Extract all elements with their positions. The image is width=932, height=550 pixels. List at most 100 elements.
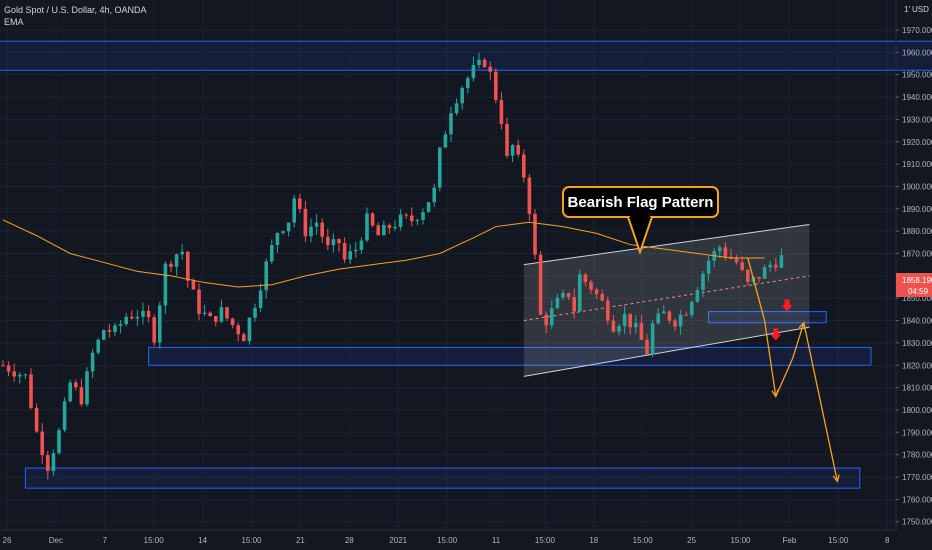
current-price-tag: 1858.190 04:59 <box>896 273 932 297</box>
candle-body <box>639 322 644 340</box>
price-tick-label: 1850.000 <box>902 294 932 303</box>
candle-body <box>214 316 218 322</box>
candle-body <box>309 226 313 237</box>
candle-body <box>594 289 599 294</box>
candle-body <box>645 339 649 355</box>
price-tick-label: 1960.000 <box>902 48 932 57</box>
time-tick-label: 28 <box>345 536 354 545</box>
bar-countdown: 04:59 <box>908 287 929 296</box>
candle-body <box>723 247 728 257</box>
callout-pointer <box>627 216 653 256</box>
candle-body <box>650 323 655 355</box>
candle-body <box>370 213 375 226</box>
candle-body <box>113 325 117 332</box>
candle-body <box>130 316 134 319</box>
candle-body <box>236 325 240 335</box>
candle-body <box>314 222 319 227</box>
time-tick-label: 15:00 <box>241 536 262 545</box>
projection-path <box>747 257 840 483</box>
candle-body <box>421 212 425 220</box>
candle-body <box>102 330 106 340</box>
candle-body <box>550 308 554 326</box>
candle-body <box>135 316 140 319</box>
candle-body <box>57 429 61 454</box>
candle-body <box>746 269 750 282</box>
candle-body <box>46 455 50 471</box>
time-tick-label: 8 <box>885 536 890 545</box>
candle-body <box>443 134 448 148</box>
candle-body <box>494 71 498 101</box>
candle-body <box>466 78 470 88</box>
candle-body <box>415 219 420 222</box>
currency-prefix: 1' <box>904 5 910 14</box>
time-tick-label: 15:00 <box>828 536 849 545</box>
price-tick-label: 1840.000 <box>902 317 932 326</box>
candle-body <box>96 339 100 353</box>
candle-body <box>471 65 476 79</box>
candle-body <box>337 239 341 244</box>
price-tick-label: 1890.000 <box>902 205 932 214</box>
candle-body <box>186 251 190 281</box>
candle-body <box>533 213 537 255</box>
candle-body <box>74 382 78 388</box>
price-tick-label: 1780.000 <box>902 451 932 460</box>
candle-body <box>387 224 392 229</box>
candle-body <box>779 255 784 268</box>
ema-line <box>2 219 765 288</box>
time-tick-label: 15:00 <box>437 536 458 545</box>
projection-segment <box>791 322 805 359</box>
candle-body <box>286 222 291 232</box>
projection-segment <box>775 358 794 397</box>
projection-segment <box>747 257 766 321</box>
flag-lower-line <box>523 326 810 377</box>
price-tick-label: 1820.000 <box>902 361 932 370</box>
currency-label: 1' USD <box>904 5 929 14</box>
candle-body <box>606 300 610 321</box>
candle-body <box>320 222 324 237</box>
candle-body <box>258 290 263 308</box>
price-tick-label: 1830.000 <box>902 339 932 348</box>
candle-body <box>718 247 722 252</box>
candle-body <box>118 323 123 326</box>
price-tick-label: 1970.000 <box>902 26 932 35</box>
candle-body <box>23 374 28 376</box>
candle-body <box>404 214 408 216</box>
candle-body <box>326 236 330 246</box>
bearish-flag-callout[interactable]: Bearish Flag Pattern <box>562 186 719 256</box>
candle-body <box>18 374 22 377</box>
candle-body <box>678 314 683 327</box>
candle-body <box>410 215 414 222</box>
red-markers <box>770 299 793 341</box>
candles <box>1 52 784 480</box>
candle-body <box>622 313 627 327</box>
candle-body <box>376 225 380 236</box>
price-tick-label: 1910.000 <box>902 160 932 169</box>
time-tick-label: 7 <box>103 536 108 545</box>
candle-body <box>393 226 397 229</box>
candle-body <box>141 310 145 317</box>
price-tick-label: 1790.000 <box>902 428 932 437</box>
support-resistance-zones <box>0 40 932 489</box>
time-tick-label: Feb <box>783 536 797 545</box>
candle-body <box>499 100 504 124</box>
time-tick-label: 15:00 <box>633 536 654 545</box>
candle-body <box>516 145 520 155</box>
price-tick-label: 1870.000 <box>902 250 932 259</box>
candle-body <box>774 264 778 268</box>
candle-body <box>191 280 196 290</box>
candle-body <box>40 431 44 456</box>
price-tick-label: 1940.000 <box>902 93 932 102</box>
candle-body <box>617 326 621 332</box>
candle-body <box>359 240 364 250</box>
candle-body <box>242 334 246 342</box>
candle-body <box>740 262 744 270</box>
time-axis[interactable]: 26 Dec 7 15:00 14 15:00 21 28 2021 15:00 11 15:00 18… <box>0 529 896 545</box>
candle-body <box>202 312 207 315</box>
candle-body <box>197 289 201 315</box>
candle-body <box>757 276 761 279</box>
candle-body <box>12 371 16 377</box>
candle-body <box>566 292 571 298</box>
candle-body <box>180 251 184 255</box>
